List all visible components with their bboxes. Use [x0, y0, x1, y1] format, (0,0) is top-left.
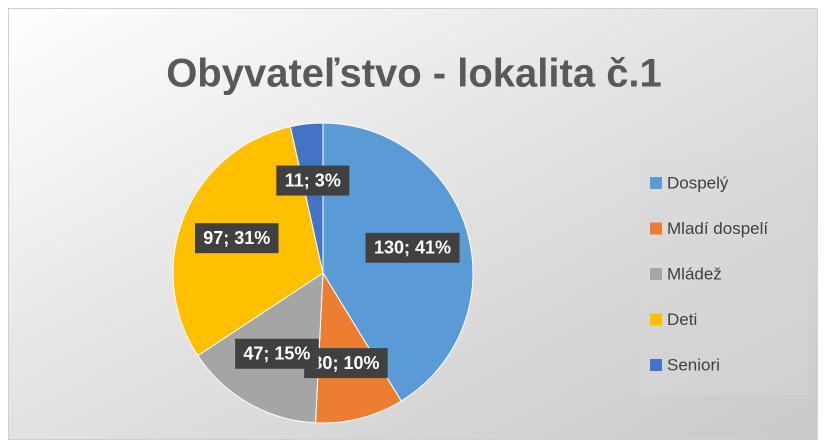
legend-label: Mládež: [667, 264, 722, 283]
data-label: 130; 41%: [374, 238, 451, 258]
data-label: 47; 15%: [243, 344, 310, 364]
legend-swatch: [650, 359, 662, 371]
data-label-box: [235, 338, 319, 369]
pie-slice: [289, 122, 324, 274]
legend-swatch: [650, 268, 662, 280]
legend-label: Mladí dospelí: [667, 219, 768, 238]
legend-swatch: [650, 222, 662, 235]
legend-box: [640, 155, 808, 395]
legend-swatch: [650, 313, 662, 326]
data-label-box: [365, 232, 460, 263]
data-label-box: [276, 165, 350, 196]
data-label: 97; 31%: [203, 228, 270, 248]
data-label: 11; 3%: [285, 170, 341, 190]
legend-swatch: [650, 177, 662, 189]
pie-slice: [314, 271, 402, 424]
legend-label: Dospelý: [667, 173, 729, 192]
legend-label: Deti: [667, 310, 697, 329]
data-label: 30; 10%: [312, 353, 379, 373]
chart-title: Obyvateľstvo - lokalita č.1: [166, 52, 662, 96]
legend-label: Seniori: [667, 355, 720, 374]
data-label-box: [195, 223, 279, 254]
